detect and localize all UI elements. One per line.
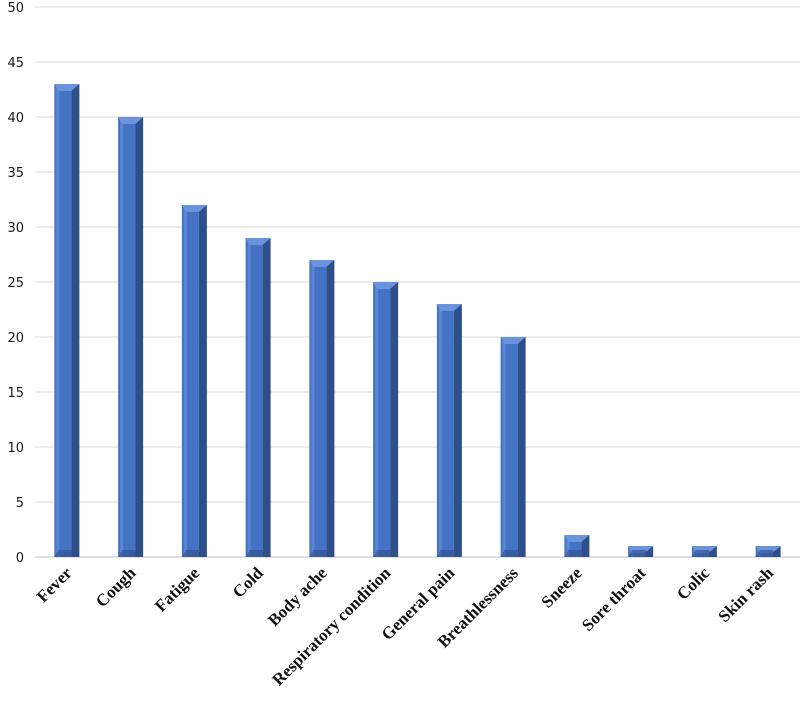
bar-side — [326, 260, 335, 557]
x-tick-label: Sore throat — [578, 563, 650, 635]
bar-top — [564, 535, 590, 542]
y-tick-label: 20 — [7, 331, 24, 346]
y-tick-label: 10 — [7, 441, 24, 456]
bar-base — [181, 550, 207, 557]
bar-top — [54, 84, 80, 91]
bar-side — [198, 205, 207, 557]
bar-base — [755, 550, 781, 557]
y-tick-label: 5 — [16, 496, 24, 511]
bar-base — [436, 550, 462, 557]
bar-highlight — [56, 84, 60, 557]
y-tick-label: 0 — [16, 551, 24, 566]
bar-body-ache — [309, 260, 335, 557]
bar-side — [71, 84, 80, 557]
bar-base — [500, 550, 526, 557]
bar-highlight — [438, 304, 442, 557]
x-tick-label: Fatigue — [151, 563, 203, 615]
bar-respiratory-condition — [373, 282, 399, 557]
bar-top — [245, 238, 271, 245]
bar-highlight — [120, 117, 124, 557]
bar-side — [772, 546, 781, 557]
bar-top — [118, 117, 144, 124]
x-tick-label: Fever — [33, 563, 76, 606]
bar-base — [628, 550, 654, 557]
y-tick-label: 45 — [7, 56, 24, 71]
bar-base — [54, 550, 80, 557]
bar-skin-rash — [755, 546, 781, 557]
bar-side — [517, 337, 526, 557]
bar-side — [135, 117, 144, 557]
y-tick-label: 15 — [7, 386, 24, 401]
y-tick-label: 25 — [7, 276, 24, 291]
x-tick-label: Respiratory condition — [268, 563, 394, 689]
bar-base — [691, 550, 717, 557]
y-axis-ticks: 0 5 10 15 20 25 30 35 40 45 50 — [7, 1, 24, 566]
bar-base — [373, 550, 399, 557]
bar-top — [436, 304, 462, 311]
bar-top — [309, 260, 335, 267]
bar-top — [181, 205, 207, 212]
bar-top — [500, 337, 526, 344]
bar-cough — [118, 117, 144, 557]
bar-highlight — [566, 535, 570, 557]
y-tick-label: 50 — [7, 1, 24, 16]
x-tick-label: Colic — [673, 563, 713, 603]
bar-highlight — [375, 282, 379, 557]
bar-base — [564, 550, 590, 557]
x-tick-label: Skin rash — [714, 563, 777, 626]
bar-colic — [691, 546, 717, 557]
bar-sore-throat — [628, 546, 654, 557]
bar-highlight — [247, 238, 251, 557]
bar-top — [373, 282, 399, 289]
bar-highlight — [502, 337, 506, 557]
bar-cold — [245, 238, 271, 557]
bar-breathlessness — [500, 337, 526, 557]
bar-base — [118, 550, 144, 557]
bar-side — [453, 304, 462, 557]
bar-fever — [54, 84, 80, 557]
y-tick-label: 40 — [7, 111, 24, 126]
x-tick-label: Body ache — [264, 563, 331, 630]
bar-side — [708, 546, 717, 557]
bar-fatigue — [181, 205, 207, 557]
bar-highlight — [183, 205, 187, 557]
bar-side — [645, 546, 654, 557]
bar-base — [245, 550, 271, 557]
bar-side — [262, 238, 271, 557]
bar-side — [390, 282, 399, 557]
bar-base — [309, 550, 335, 557]
bar-side — [581, 535, 590, 557]
y-tick-label: 30 — [7, 221, 24, 236]
y-tick-label: 35 — [7, 166, 24, 181]
x-tick-label: Sneeze — [538, 563, 586, 611]
bar-highlight — [311, 260, 315, 557]
x-tick-label: Cough — [92, 563, 140, 611]
bar-sneeze — [564, 535, 590, 557]
bars — [54, 84, 781, 557]
x-tick-label: Cold — [229, 563, 268, 602]
gridlines — [35, 6, 800, 558]
bar-general-pain — [436, 304, 462, 557]
